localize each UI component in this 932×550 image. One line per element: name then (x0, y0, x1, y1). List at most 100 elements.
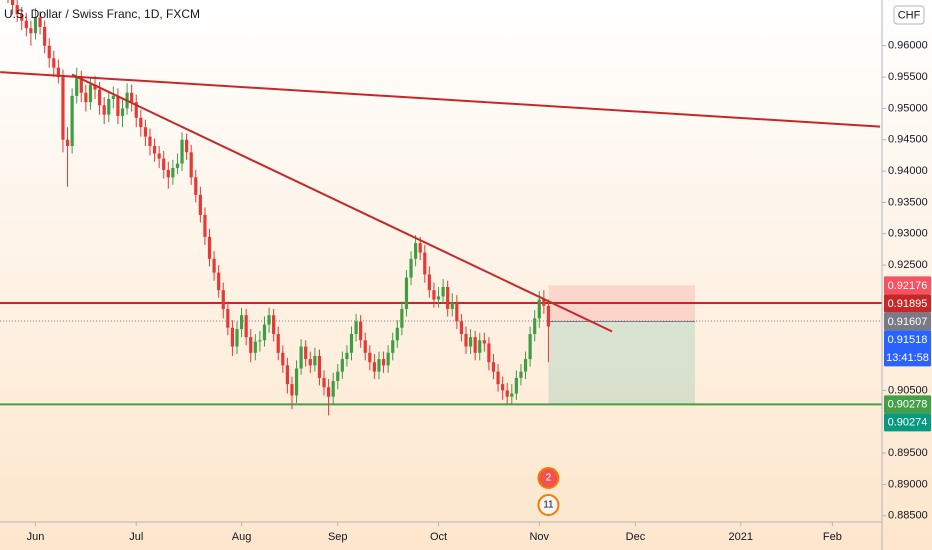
price-label: 0.90278 (888, 399, 928, 411)
candle-body (336, 371, 340, 382)
candle-body (533, 318, 537, 335)
candle-body (175, 163, 180, 168)
y-tick-label: 0.95500 (888, 71, 928, 83)
candle-body (473, 337, 477, 353)
candle-body (322, 377, 326, 388)
x-tick-label: Dec (626, 531, 646, 543)
candle-body (207, 236, 212, 259)
x-tick-label: Feb (823, 531, 842, 543)
candle-body (537, 299, 541, 319)
price-label-box (884, 312, 931, 331)
y-tick-label: 0.90500 (888, 384, 928, 396)
y-tick-label: 0.93000 (888, 228, 928, 240)
x-tick-label: Aug (232, 531, 252, 543)
candle-body (198, 194, 202, 215)
candle-body (171, 167, 175, 178)
candle-body (212, 258, 216, 273)
candle-body (258, 340, 262, 342)
candle-body (427, 274, 431, 291)
y-tick-label: 0.95000 (888, 102, 928, 114)
candle-body (446, 287, 450, 309)
candle-body (217, 272, 221, 291)
candle-body (61, 77, 65, 140)
candle-body (111, 95, 115, 100)
candle-body (281, 352, 285, 366)
candle-body (24, 20, 28, 29)
candle-body (43, 26, 47, 46)
x-tick-label: Nov (529, 531, 549, 543)
candle-body (528, 334, 532, 360)
candle-body (235, 328, 239, 347)
candle-body (340, 359, 344, 372)
candle-body (327, 387, 331, 397)
candle-body (423, 252, 427, 275)
candle-body (317, 355, 322, 378)
candle-body (501, 384, 505, 391)
candle-body (331, 381, 335, 397)
candle-body (20, 14, 24, 21)
candle-body (505, 390, 509, 397)
candle-body (253, 341, 257, 353)
candle-body (487, 343, 491, 363)
x-tick-label: 2021 (729, 531, 753, 543)
candle-body (349, 334, 354, 353)
candle-body (75, 77, 79, 96)
candle-body (478, 340, 482, 353)
candle-body (276, 334, 280, 353)
currency-badge[interactable] (893, 5, 925, 25)
candle-body (450, 302, 454, 309)
candle-body (290, 384, 294, 396)
candle-body (441, 287, 445, 297)
x-tick-label: Jun (27, 531, 45, 543)
candle-body (226, 308, 230, 328)
candle-body (496, 371, 500, 385)
candle-body (285, 365, 289, 385)
candle-body (391, 340, 395, 353)
candle-body (194, 177, 198, 195)
chart-title: U.S. Dollar / Swiss Franc, 1D, FXCM (4, 7, 200, 21)
price-label-box (884, 294, 931, 313)
candle-body (542, 299, 546, 306)
candle-body (395, 327, 399, 341)
candle-body (359, 321, 363, 341)
candle-body (272, 315, 276, 335)
y-tick-label: 0.89000 (888, 478, 928, 490)
candle-body (294, 368, 299, 396)
y-tick-label: 0.89500 (888, 447, 928, 459)
candle-body (414, 243, 418, 259)
price-label: 0.92176 (888, 280, 928, 292)
candle-body (203, 214, 207, 237)
candle-body (400, 308, 404, 328)
candle-body (546, 305, 551, 327)
candle-body (368, 352, 372, 363)
price-label-box (884, 413, 931, 432)
event-marker[interactable] (537, 494, 560, 516)
trend-line (71, 73, 613, 333)
candle-body (143, 127, 147, 137)
candle-body (267, 315, 271, 325)
candle-body (510, 393, 514, 397)
currency-label: CHF (898, 9, 921, 21)
candle-body (230, 327, 235, 347)
candle-body (139, 117, 143, 128)
price-label: 0.91607 (888, 316, 928, 328)
y-tick-label: 0.88500 (888, 510, 928, 522)
candle-body (107, 99, 111, 115)
event-label: 2 (546, 473, 552, 484)
candle-body (29, 28, 33, 34)
candle-body (432, 290, 436, 300)
candle-body (345, 352, 349, 360)
candle-body (134, 102, 138, 118)
event-label: 11 (543, 500, 554, 511)
candle-body (459, 321, 464, 335)
candle-body (70, 95, 74, 147)
y-tick-label: 0.96000 (888, 40, 928, 52)
event-marker[interactable] (537, 467, 560, 489)
candle-body (455, 302, 459, 322)
candle-body (262, 324, 267, 341)
candle-body (239, 315, 244, 329)
price-label: 0.90274 (888, 417, 928, 429)
candle-body (157, 153, 161, 159)
candle-body (148, 136, 152, 147)
